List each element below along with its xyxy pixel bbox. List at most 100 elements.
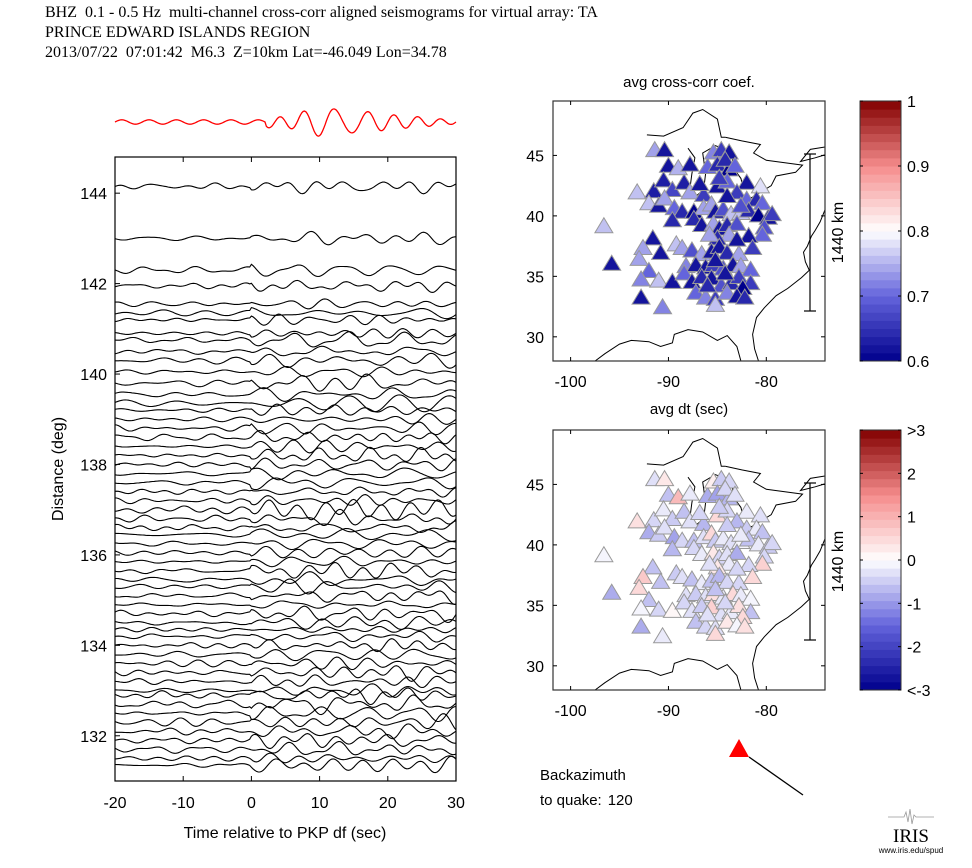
- seismogram-traces: [115, 181, 456, 774]
- map-y-tick-label: 45: [526, 148, 544, 165]
- station-marker: [652, 626, 673, 644]
- colorbar-swatch: [860, 657, 901, 667]
- iris-logo-text: IRIS: [893, 826, 929, 847]
- station-marker: [742, 238, 763, 256]
- station-marker: [715, 479, 736, 496]
- colorbar-swatch: [860, 649, 901, 658]
- station-marker: [593, 545, 614, 563]
- seismogram-trace: [115, 373, 456, 392]
- map-x-tick-label: -100: [555, 374, 587, 391]
- station-marker: [680, 182, 700, 200]
- station-marker: [705, 295, 726, 312]
- map-cc-title: avg cross-corr coef.: [623, 74, 755, 91]
- x-tick-label: 0: [247, 795, 256, 812]
- map-x-tick-label: -90: [657, 703, 680, 720]
- seismogram-trace: [115, 590, 456, 605]
- colorbar-tick-label: >3: [907, 423, 925, 440]
- colorbar-swatch: [860, 125, 901, 134]
- seismogram-trace: [115, 328, 456, 339]
- seismogram-trace: [115, 387, 456, 402]
- coastline: [799, 146, 825, 163]
- colorbar-swatch: [860, 665, 901, 675]
- colorbar-swatch: [860, 625, 901, 634]
- station-marker: [697, 605, 718, 622]
- station-marker: [601, 254, 622, 271]
- map-y-tick-label: 30: [526, 330, 544, 347]
- station-marker: [717, 515, 738, 533]
- colorbar-swatch: [860, 503, 901, 512]
- station-marker: [682, 240, 702, 258]
- station-marker: [730, 196, 751, 213]
- colorbar-swatch: [860, 486, 901, 496]
- station-marker: [705, 250, 726, 268]
- seismogram-trace: [115, 181, 456, 195]
- seismogram-trace: [115, 578, 456, 595]
- seismogram-trace: [115, 723, 456, 740]
- colorbar-swatch: [860, 336, 901, 346]
- station-marker: [738, 555, 759, 572]
- colorbar-swatch: [860, 141, 901, 151]
- seismogram-trace: [115, 545, 456, 559]
- station-marker: [734, 617, 755, 634]
- station-marker: [650, 572, 671, 589]
- seismogram-trace: [115, 656, 456, 671]
- colorbar-swatch: [860, 568, 901, 577]
- colorbar-swatch: [860, 279, 901, 289]
- seismogram-trace: [115, 494, 456, 506]
- station-marker: [654, 469, 675, 487]
- colorbar-swatch: [860, 592, 901, 602]
- x-tick-label: 30: [447, 795, 465, 812]
- map-y-tick-label: 30: [526, 659, 544, 676]
- y-tick-label: 142: [80, 277, 107, 294]
- colorbar-swatch: [860, 101, 901, 110]
- colorbar-swatch: [860, 320, 901, 329]
- colorbar-swatch: [860, 133, 901, 143]
- station-marker: [717, 283, 738, 300]
- seismogram-trace: [115, 520, 456, 533]
- seismogram-trace: [115, 446, 456, 463]
- station-marker: [629, 578, 649, 595]
- section-x-ticks: -20 -10 0 10 20 30: [103, 157, 465, 812]
- station-marker: [642, 557, 663, 575]
- station-marker: [717, 243, 738, 260]
- map-dt-title: avg dt (sec): [650, 401, 728, 418]
- colorbar-swatch: [860, 462, 901, 472]
- station-marker: [674, 263, 694, 281]
- seismogram-trace: [115, 705, 456, 723]
- map-y-tick-label: 40: [526, 209, 544, 226]
- iris-logo-url[interactable]: www.iris.edu/spud: [878, 846, 943, 855]
- backazimuth-value: 120: [608, 792, 633, 809]
- colorbar-swatch: [860, 222, 901, 232]
- x-tick-label: 20: [379, 795, 397, 812]
- station-marker: [697, 276, 718, 293]
- seismogram-trace: [115, 230, 456, 246]
- title-line-1: BHZ 0.1 - 0.5 Hz multi-channel cross-cor…: [45, 4, 598, 21]
- colorbar-swatch: [860, 231, 901, 240]
- y-tick-label: 144: [80, 186, 107, 203]
- y-tick-label: 140: [80, 367, 107, 384]
- seismogram-trace: [115, 694, 456, 716]
- colorbar-tick-label: -2: [907, 640, 921, 657]
- station-marker: [643, 510, 664, 528]
- section-x-label: Time relative to PKP df (sec): [184, 825, 387, 842]
- colorbar-swatch: [860, 182, 901, 191]
- colorbar-swatch: [860, 584, 901, 593]
- coastline: [752, 538, 825, 690]
- scale-bar-label: 1440 km: [830, 531, 847, 592]
- seismogram-trace: [115, 527, 456, 542]
- colorbar-swatch: [860, 454, 901, 463]
- station-marker: [699, 554, 720, 571]
- colorbar-tick-label: -1: [907, 596, 921, 613]
- colorbar-swatch: [860, 174, 901, 183]
- colorbar-swatch: [860, 149, 901, 159]
- station-marker: [762, 204, 783, 222]
- map-dt: -100 -90 -80 30 35 40 45 1440 km: [526, 429, 847, 720]
- seismogram-trace: [115, 638, 456, 653]
- seismogram-trace: [115, 674, 456, 689]
- colorbar-swatch: [860, 117, 901, 126]
- x-tick-label: -20: [103, 795, 126, 812]
- colorbar-cc: 1 0.9 0.8 0.7 0.6: [859, 94, 929, 371]
- station-marker: [717, 612, 738, 629]
- station-marker: [715, 592, 736, 610]
- section-y-label: Distance (deg): [50, 417, 67, 521]
